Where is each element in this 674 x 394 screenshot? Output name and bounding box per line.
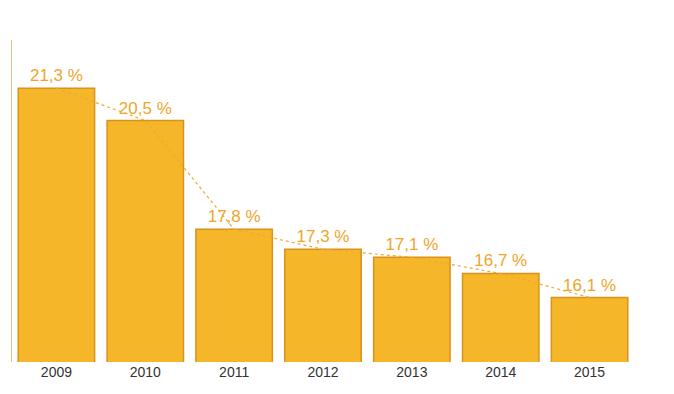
- svg-text:2014: 2014: [485, 364, 516, 380]
- svg-text:17,1 %: 17,1 %: [385, 235, 438, 254]
- svg-text:16,7 %: 16,7 %: [474, 251, 527, 270]
- svg-text:2010: 2010: [130, 364, 161, 380]
- svg-text:2015: 2015: [574, 364, 605, 380]
- svg-text:2013: 2013: [396, 364, 427, 380]
- svg-text:2012: 2012: [307, 364, 338, 380]
- svg-text:17,3 %: 17,3 %: [297, 227, 350, 246]
- svg-text:2011: 2011: [219, 364, 249, 380]
- svg-text:16,1 %: 16,1 %: [563, 276, 616, 295]
- svg-text:20,5 %: 20,5 %: [119, 99, 172, 118]
- svg-text:2009: 2009: [41, 364, 72, 380]
- svg-text:21,3 %: 21,3 %: [30, 66, 83, 85]
- svg-text:17,8 %: 17,8 %: [208, 207, 261, 226]
